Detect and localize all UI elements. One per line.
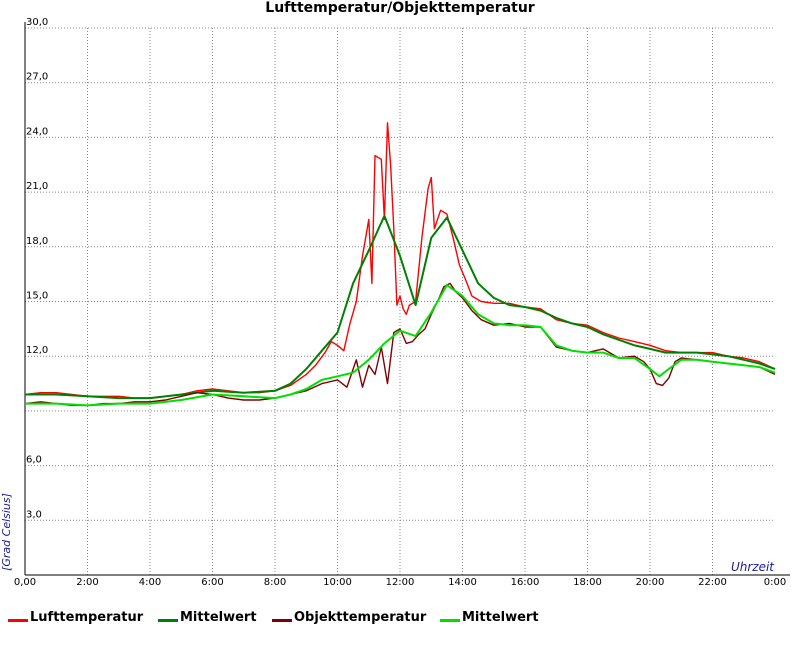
x-tick-label: 18:00 [573,577,602,588]
series-group [24,122,776,407]
x-tick-label: 14:00 [448,577,477,588]
series-line-3 [24,282,776,407]
legend-swatch [272,618,292,622]
series-line-1 [24,122,776,399]
x-tick-label: 0:00 [764,577,786,588]
y-tick-label: 21,0 [26,181,48,192]
y-tick-label: 24,0 [26,126,48,137]
legend-item-mittelwert-2: Mittelwert [440,608,539,626]
x-tick-label: 22:00 [698,577,727,588]
x-tick-label: 8:00 [264,577,286,588]
x-tick-label: 6:00 [201,577,223,588]
y-tick-label: 27,0 [26,72,48,83]
legend-label: Mittelwert [462,609,539,625]
y-tick-label: 18,0 [26,236,48,247]
legend-label: Mittelwert [180,609,257,625]
axes [24,22,790,576]
x-tick-label: 10:00 [323,577,352,588]
x-tick-label: 0,00 [14,577,36,588]
x-tick-label: 4:00 [139,577,161,588]
legend-label: Objekttemperatur [294,609,427,625]
legend-item-objekttemperatur: Objekttemperatur [272,608,426,626]
tick-labels: 0,00 2:00 4:00 6:00 8:00 10:00 12:00 14:00 16:00… [14,17,786,588]
x-tick-label: 2:00 [76,577,98,588]
legend-item-mittelwert-1: Mittelwert [158,608,257,626]
y-tick-label: 3,0 [26,509,42,520]
legend-swatch [158,618,178,622]
x-tick-label: 16:00 [511,577,540,588]
x-axis-label: Uhrzeit [731,560,775,574]
y-tick-label: 12,0 [26,345,48,356]
series-line-4 [25,284,776,407]
legend-swatch [440,618,460,622]
y-tick-label: 30,0 [26,17,48,28]
x-tick-label: 20:00 [636,577,665,588]
y-tick-label: 6,0 [26,455,42,466]
chart-title: Lufttemperatur/Objekttemperatur [265,0,535,16]
grid [25,27,775,575]
series-line-2 [25,214,776,400]
legend-swatch [8,618,28,622]
legend-item-lufttemperatur: Lufttemperatur [8,608,143,626]
legend-label: Lufttemperatur [30,609,144,625]
y-tick-label: 15,0 [26,291,48,302]
x-tick-label: 12:00 [386,577,415,588]
y-axis-label: [Grad Celsius] [0,493,13,571]
